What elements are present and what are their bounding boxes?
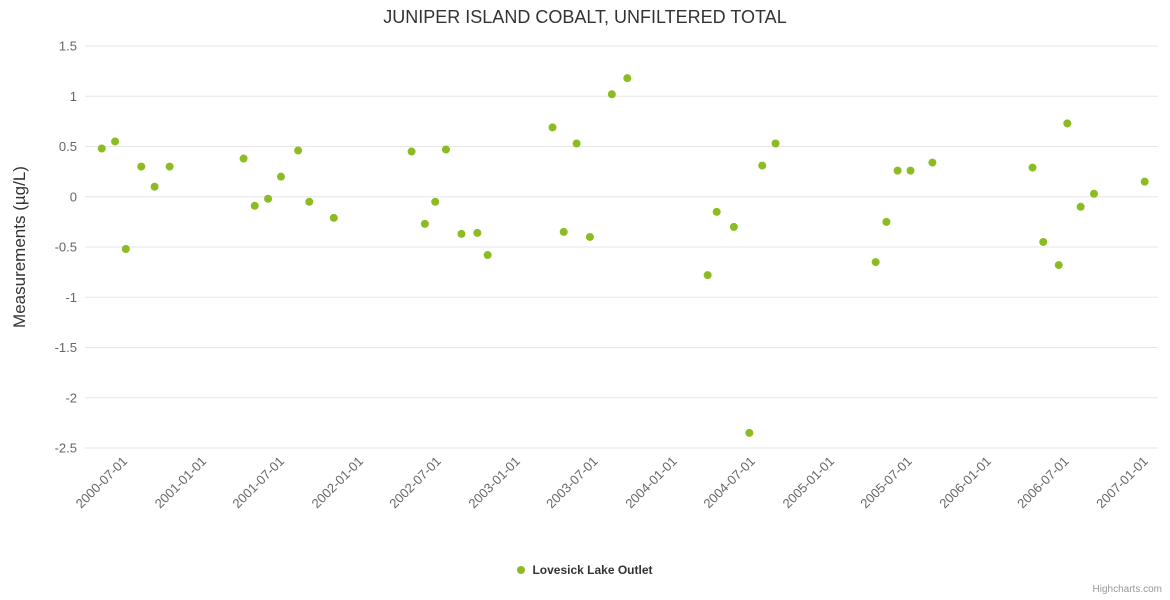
- data-point[interactable]: [928, 158, 937, 167]
- data-point[interactable]: [906, 166, 915, 175]
- data-point[interactable]: [97, 144, 106, 153]
- data-point[interactable]: [1039, 237, 1048, 246]
- y-tick-label: -1: [65, 290, 77, 305]
- data-point[interactable]: [276, 172, 285, 181]
- y-tick-label: 1.5: [59, 39, 77, 54]
- y-tick-label: -2: [65, 390, 77, 405]
- x-tick-label: 2000-07-01: [73, 454, 131, 512]
- data-point[interactable]: [294, 146, 303, 155]
- data-point[interactable]: [150, 182, 159, 191]
- data-point[interactable]: [745, 428, 754, 437]
- data-point[interactable]: [239, 154, 248, 163]
- data-point[interactable]: [607, 90, 616, 99]
- y-tick-label: -0.5: [55, 240, 77, 255]
- data-point[interactable]: [585, 232, 594, 241]
- data-point[interactable]: [572, 139, 581, 148]
- y-tick-label: 0.5: [59, 139, 77, 154]
- y-tick-label: 1: [70, 89, 77, 104]
- data-point[interactable]: [548, 123, 557, 132]
- x-tick-label: 2002-01-01: [309, 454, 367, 512]
- x-tick-label: 2004-07-01: [700, 454, 758, 512]
- y-tick-label: -2.5: [55, 441, 77, 456]
- x-tick-label: 2007-01-01: [1093, 454, 1151, 512]
- x-tick-label: 2001-07-01: [229, 454, 287, 512]
- data-point[interactable]: [882, 217, 891, 226]
- chart-title: JUNIPER ISLAND COBALT, UNFILTERED TOTAL: [383, 7, 787, 27]
- legend-item[interactable]: Lovesick Lake Outlet: [0, 563, 1170, 577]
- x-tick-label: 2004-01-01: [622, 454, 680, 512]
- data-point[interactable]: [329, 213, 338, 222]
- data-point[interactable]: [703, 271, 712, 280]
- data-point[interactable]: [871, 258, 880, 267]
- data-point[interactable]: [250, 201, 259, 210]
- data-point[interactable]: [111, 137, 120, 146]
- data-point[interactable]: [1063, 119, 1072, 128]
- data-point[interactable]: [441, 145, 450, 154]
- data-point[interactable]: [623, 74, 632, 83]
- data-point[interactable]: [758, 161, 767, 170]
- data-point[interactable]: [559, 227, 568, 236]
- data-point[interactable]: [457, 229, 466, 238]
- data-point[interactable]: [121, 245, 130, 254]
- legend-label: Lovesick Lake Outlet: [532, 563, 653, 577]
- data-point[interactable]: [473, 228, 482, 237]
- data-point[interactable]: [893, 166, 902, 175]
- y-axis-title: Measurements (µg/L): [10, 166, 29, 328]
- data-point[interactable]: [729, 222, 738, 231]
- x-tick-label: 2006-01-01: [936, 454, 994, 512]
- data-point[interactable]: [165, 162, 174, 171]
- x-tick-label: 2003-01-01: [465, 454, 523, 512]
- x-axis-labels: 2000-07-01 2001-01-01 2001-07-01 2002-01-01…: [73, 454, 1151, 512]
- data-point[interactable]: [305, 197, 314, 206]
- gridlines: [85, 45, 1158, 449]
- data-point[interactable]: [712, 207, 721, 216]
- x-tick-label: 2001-01-01: [152, 454, 210, 512]
- x-tick-label: 2005-07-01: [857, 454, 915, 512]
- data-point[interactable]: [264, 194, 273, 203]
- x-tick-label: 2002-07-01: [386, 454, 444, 512]
- y-axis-labels: 1.5 1 0.5 0 -0.5 -1 -1.5 -2 -2.5: [55, 39, 77, 456]
- data-point[interactable]: [1076, 202, 1085, 211]
- data-point[interactable]: [483, 251, 492, 260]
- x-tick-label: 2003-07-01: [543, 454, 601, 512]
- data-point[interactable]: [407, 147, 416, 156]
- data-point[interactable]: [137, 162, 146, 171]
- x-tick-label: 2006-07-01: [1014, 454, 1072, 512]
- y-tick-label: 0: [70, 189, 77, 204]
- data-point[interactable]: [1028, 163, 1037, 172]
- data-point[interactable]: [1054, 261, 1063, 270]
- x-tick-label: 2005-01-01: [779, 454, 837, 512]
- series-points: [97, 74, 1149, 437]
- legend-marker-icon: [517, 566, 526, 574]
- data-point[interactable]: [1089, 189, 1098, 198]
- y-tick-label: -1.5: [55, 340, 77, 355]
- data-point[interactable]: [420, 219, 429, 228]
- data-point[interactable]: [431, 197, 440, 206]
- data-point[interactable]: [1140, 177, 1149, 186]
- credits-link[interactable]: Highcharts.com: [1092, 584, 1162, 595]
- data-point[interactable]: [771, 139, 780, 148]
